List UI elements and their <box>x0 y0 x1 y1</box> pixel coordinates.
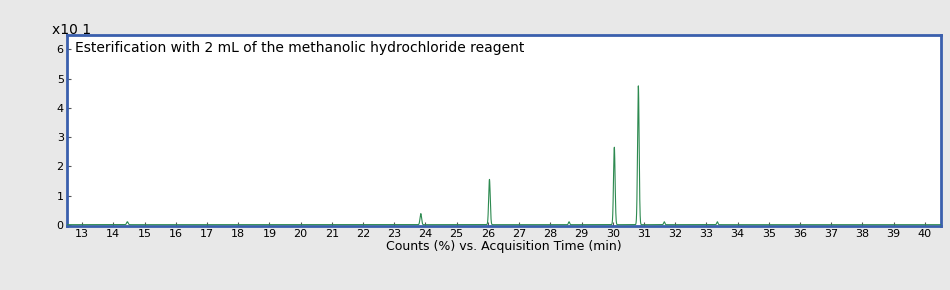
Text: Esterification with 2 mL of the methanolic hydrochloride reagent: Esterification with 2 mL of the methanol… <box>75 41 524 55</box>
X-axis label: Counts (%) vs. Acquisition Time (min): Counts (%) vs. Acquisition Time (min) <box>386 240 621 253</box>
Text: x10 1: x10 1 <box>52 23 91 37</box>
